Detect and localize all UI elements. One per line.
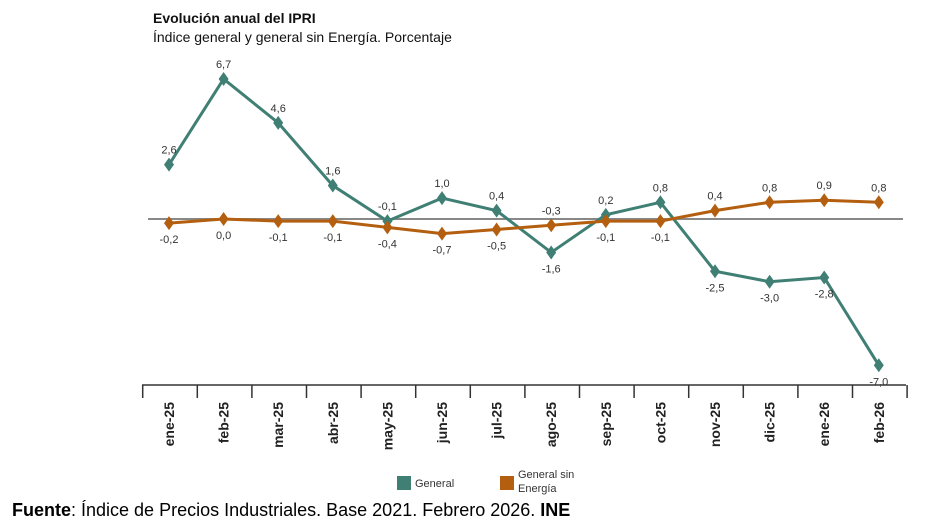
x-tick-label: sep-25 bbox=[598, 402, 614, 447]
data-label: -0,5 bbox=[487, 240, 506, 252]
x-tick-label: ene-26 bbox=[816, 402, 832, 447]
legend-swatch bbox=[500, 476, 514, 490]
data-point bbox=[873, 195, 884, 210]
legend-label: General bbox=[415, 478, 454, 490]
data-point bbox=[710, 264, 720, 279]
data-label: 1,0 bbox=[434, 178, 449, 190]
data-label: 0,8 bbox=[653, 182, 668, 194]
legend-swatch bbox=[397, 476, 411, 490]
data-label: -2,5 bbox=[706, 282, 725, 294]
data-label: 1,6 bbox=[325, 166, 340, 178]
data-label: 0,4 bbox=[489, 191, 504, 203]
series-line-general bbox=[167, 76, 881, 367]
x-tick-label: nov-25 bbox=[707, 402, 723, 447]
x-tick-label: may-25 bbox=[379, 402, 395, 450]
data-label: 6,7 bbox=[216, 59, 231, 71]
data-point bbox=[764, 195, 775, 210]
data-label: -0,4 bbox=[378, 238, 397, 250]
chart-subtitle: Índice general y general sin Energía. Po… bbox=[153, 29, 452, 45]
data-point bbox=[327, 214, 338, 229]
data-point bbox=[218, 71, 229, 86]
data-point bbox=[819, 270, 830, 285]
data-point bbox=[546, 218, 557, 233]
data-point bbox=[710, 203, 720, 218]
data-point bbox=[546, 245, 557, 260]
data-point bbox=[437, 226, 447, 241]
x-tick-label: feb-25 bbox=[216, 402, 232, 443]
data-point bbox=[819, 193, 830, 208]
data-label: 4,6 bbox=[271, 103, 286, 115]
data-point bbox=[873, 358, 884, 373]
source-org: INE bbox=[540, 500, 571, 520]
data-point bbox=[655, 214, 666, 229]
data-label: 0,2 bbox=[598, 195, 613, 207]
data-label: 0,8 bbox=[871, 182, 886, 194]
chart-title: Evolución anual del IPRI bbox=[153, 10, 316, 26]
data-label: -0,1 bbox=[269, 232, 288, 244]
data-label: -0,7 bbox=[433, 245, 452, 257]
x-tick-label: feb-26 bbox=[871, 402, 887, 443]
data-point bbox=[382, 220, 393, 235]
data-label: -0,1 bbox=[596, 232, 615, 244]
data-point bbox=[764, 274, 775, 289]
x-tick-label: mar-25 bbox=[270, 402, 286, 448]
data-point bbox=[491, 222, 502, 237]
data-label: 0,4 bbox=[707, 191, 722, 203]
data-label: -0,1 bbox=[323, 232, 342, 244]
data-point bbox=[273, 214, 284, 229]
data-label: -2,8 bbox=[815, 289, 834, 301]
source-label: Fuente bbox=[12, 500, 72, 520]
data-point bbox=[273, 115, 284, 130]
data-label: -1,6 bbox=[542, 263, 561, 275]
data-point bbox=[164, 157, 174, 172]
legend-label: General sin Energía bbox=[518, 469, 574, 495]
data-point bbox=[327, 178, 338, 193]
data-label: -0,1 bbox=[651, 232, 670, 244]
data-point bbox=[655, 195, 666, 210]
x-tick-label: oct-25 bbox=[652, 402, 668, 443]
data-point bbox=[218, 212, 229, 226]
data-label: 0,0 bbox=[216, 230, 231, 242]
data-label: 0,8 bbox=[762, 182, 777, 194]
data-label: -0,3 bbox=[542, 205, 561, 217]
data-point bbox=[600, 214, 611, 229]
source-text: : Índice de Precios Industriales. Base 2… bbox=[71, 500, 541, 520]
x-tick-label: jul-25 bbox=[489, 402, 505, 440]
x-tick-label: dic-25 bbox=[762, 402, 778, 443]
data-label: -3,0 bbox=[760, 293, 779, 305]
x-tick-label: abr-25 bbox=[325, 402, 341, 444]
data-point bbox=[164, 216, 174, 231]
source-note: Fuente: Índice de Precios Industriales. … bbox=[12, 500, 570, 521]
series-line-general-sin-energia bbox=[168, 198, 879, 236]
data-label: 2,6 bbox=[161, 145, 176, 157]
data-label: -0,1 bbox=[378, 201, 397, 213]
x-tick-label: ago-25 bbox=[543, 402, 559, 447]
data-point bbox=[491, 203, 502, 218]
x-tick-label: ene-25 bbox=[161, 402, 177, 447]
data-label: 0,9 bbox=[817, 180, 832, 192]
data-label: -7,0 bbox=[869, 376, 888, 388]
line-chart: ene-25 feb-25 mar-25 abr-25 may-25 jun-25 jul-… bbox=[141, 59, 908, 495]
x-tick-label: jun-25 bbox=[434, 402, 450, 444]
data-label: -0,2 bbox=[160, 234, 179, 246]
data-point bbox=[437, 191, 447, 206]
